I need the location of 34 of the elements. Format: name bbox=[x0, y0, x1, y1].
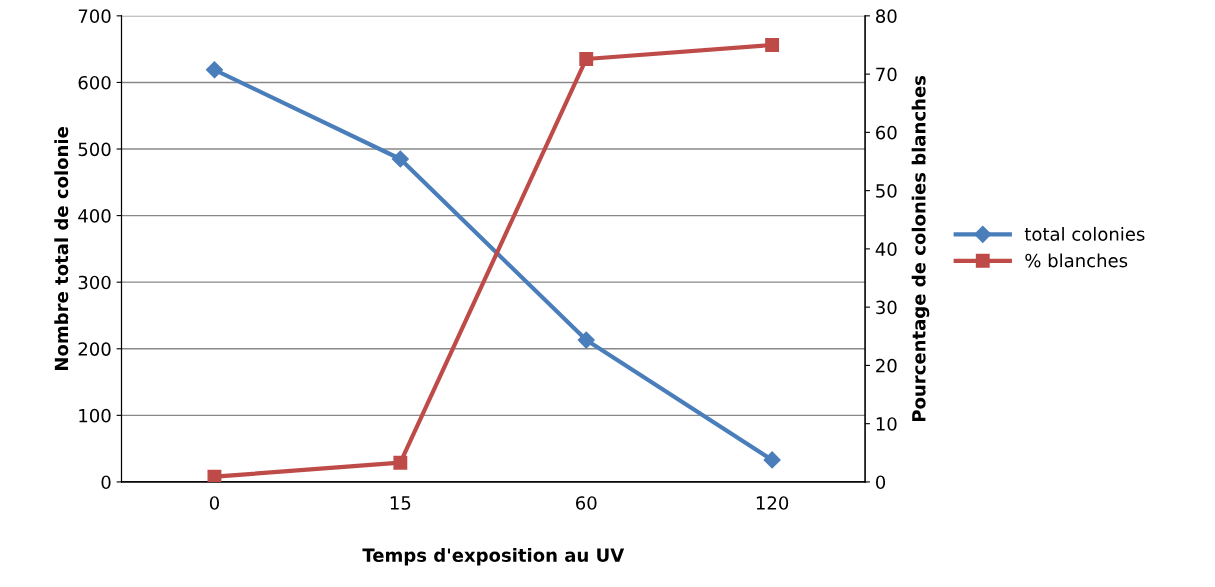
point bbox=[765, 38, 780, 52]
legend-label: % blanches bbox=[1025, 253, 1128, 268]
y2-tick-label: 70 bbox=[876, 67, 897, 82]
y-tick-label: 100 bbox=[79, 408, 111, 423]
x-tick-label: 15 bbox=[390, 496, 411, 510]
point bbox=[579, 52, 594, 66]
y-tick-label: 500 bbox=[78, 142, 111, 157]
y2-tick-label: 20 bbox=[876, 358, 897, 373]
y2-tick-label: 0 bbox=[875, 475, 886, 490]
x-axis-title: Temps d'exposition au UV bbox=[362, 548, 625, 566]
y2-tick-label: 30 bbox=[876, 300, 897, 315]
y-tick-label: 200 bbox=[78, 342, 111, 356]
y-tick-label: 400 bbox=[78, 209, 111, 223]
x-tick-label: 120 bbox=[756, 496, 789, 510]
y2-axis-title: Pourcentage de colonies blanches bbox=[911, 75, 930, 422]
y2-tick-label: 80 bbox=[876, 9, 897, 23]
point bbox=[205, 61, 223, 79]
y-axis-title: Nombre total de colonie bbox=[54, 127, 69, 370]
point bbox=[393, 455, 408, 470]
point bbox=[391, 150, 409, 168]
y2-tick-label: 10 bbox=[876, 417, 897, 431]
point bbox=[577, 331, 595, 349]
legend-label: total colonies bbox=[1024, 226, 1145, 241]
x-tick-label: 60 bbox=[576, 496, 597, 510]
y-tick-label: 600 bbox=[78, 75, 111, 90]
point bbox=[763, 451, 781, 469]
point bbox=[207, 469, 222, 482]
y2-tick-label: 50 bbox=[876, 184, 897, 198]
y-tick-label: 0 bbox=[101, 475, 111, 490]
y2-tick-label: 40 bbox=[875, 242, 897, 256]
x-tick-label: 0 bbox=[209, 496, 219, 510]
y-tick-label: 700 bbox=[78, 9, 111, 23]
y2-tick-label: 60 bbox=[876, 125, 897, 140]
y-tick-label: 300 bbox=[78, 275, 111, 290]
